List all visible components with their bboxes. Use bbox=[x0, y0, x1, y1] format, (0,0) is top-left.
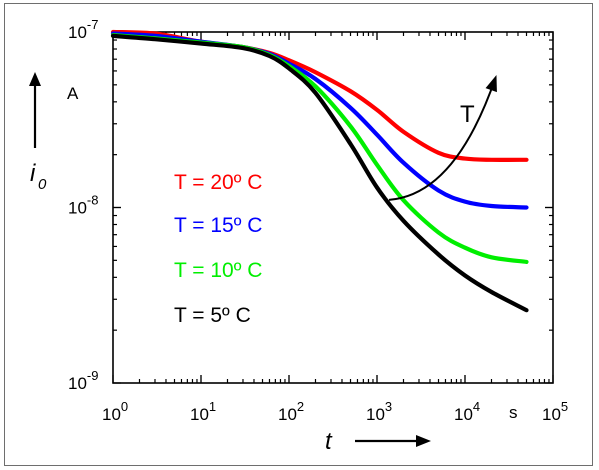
x-axis-label: t bbox=[325, 428, 333, 455]
legend: T = 20º C T = 15º C T = 10º C T = 5º C bbox=[174, 171, 262, 327]
legend-entry-15c: T = 15º C bbox=[174, 214, 262, 237]
trend-arrow-label: T bbox=[460, 101, 475, 128]
y-tick-labels: 10-9 10-8 10-7 bbox=[68, 17, 98, 393]
x-axis-unit: s bbox=[509, 403, 518, 422]
x-tick-label: 103 bbox=[366, 399, 392, 424]
x-axis-arrowhead-icon bbox=[416, 435, 431, 447]
series-lines bbox=[110, 29, 529, 313]
y-axis-label-subscript: 0 bbox=[38, 176, 47, 193]
trend-arrowhead-icon bbox=[485, 74, 497, 93]
x-tick-label: 105 bbox=[542, 399, 568, 424]
x-tick-label: 101 bbox=[190, 399, 216, 424]
y-axis-label: i bbox=[30, 160, 36, 187]
x-tick-label: 102 bbox=[278, 399, 304, 424]
y-axis-unit: A bbox=[67, 84, 79, 103]
series-line-5c bbox=[110, 33, 529, 313]
x-tick-label: 104 bbox=[454, 399, 480, 424]
legend-entry-20c: T = 20º C bbox=[174, 171, 262, 194]
y-tick-label: 10-7 bbox=[68, 17, 98, 42]
figure-frame bbox=[4, 3, 593, 466]
y-tick-label: 10-9 bbox=[68, 368, 98, 393]
x-tick-labels: 100 101 102 103 104 105 bbox=[102, 399, 568, 424]
legend-entry-5c: T = 5º C bbox=[174, 304, 251, 327]
y-tick-label: 10-8 bbox=[68, 193, 98, 218]
temperature-trend-arrow bbox=[388, 77, 497, 201]
y-axis-arrowhead-icon bbox=[29, 72, 41, 86]
legend-entry-10c: T = 10º C bbox=[174, 259, 262, 282]
x-tick-label: 100 bbox=[102, 399, 128, 424]
